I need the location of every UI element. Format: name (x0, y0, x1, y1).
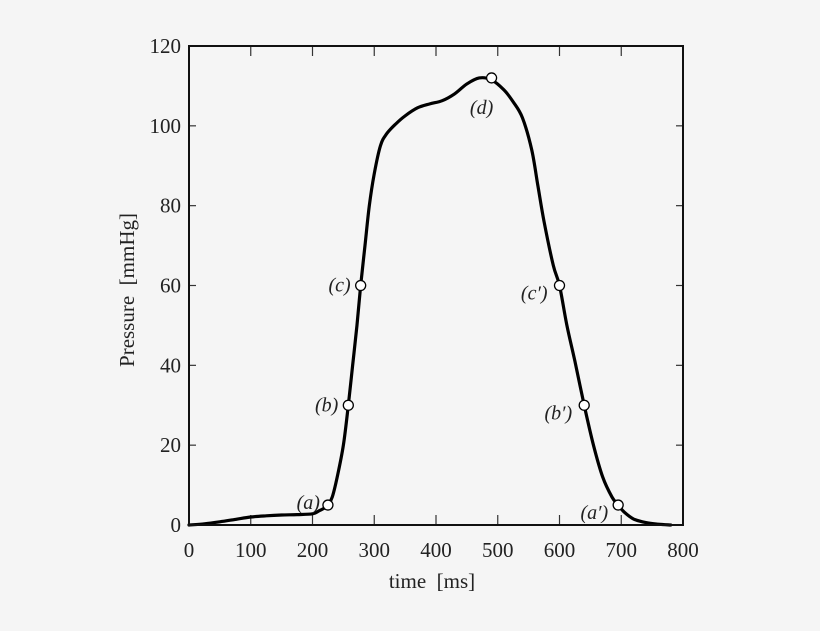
marker-circle (342, 399, 354, 411)
y-tick-label: 20 (160, 433, 181, 457)
y-tick-label: 0 (171, 513, 182, 537)
x-tick-label: 800 (667, 538, 699, 562)
marker-circle (322, 499, 334, 511)
x-tick-label: 600 (544, 538, 576, 562)
axis-tick-labels: 0 100 200 300 400 500 600 700 800 0 20 40 60 80 100 120 (150, 34, 699, 562)
axis-ticks (188, 45, 684, 526)
x-tick-label: 700 (606, 538, 638, 562)
marker-circle (578, 399, 590, 411)
marker-circle (612, 499, 624, 511)
y-tick-label: 40 (160, 353, 181, 377)
marker-label: (b) (315, 394, 339, 416)
marker-label: (c′) (521, 283, 548, 305)
x-tick-label: 400 (420, 538, 452, 562)
phase-markers: (a) (b) (c) (d) (c′) (b′) (a′) (297, 72, 624, 524)
marker-label: (a) (297, 492, 321, 514)
marker-circle (355, 279, 367, 292)
y-axis-label: Pressure [mmHg] (115, 213, 139, 367)
x-tick-label: 0 (184, 538, 195, 562)
x-tick-label: 200 (297, 538, 329, 562)
x-axis-label: time [ms] (389, 569, 475, 593)
y-tick-label: 100 (150, 114, 182, 138)
x-tick-label: 300 (359, 538, 391, 562)
y-tick-label: 60 (160, 274, 181, 298)
marker-circle (553, 279, 566, 292)
y-tick-label: 80 (160, 194, 181, 218)
marker-label: (a′) (580, 502, 608, 524)
marker-label: (b′) (544, 402, 572, 424)
plot-frame (188, 45, 684, 526)
pressure-curve (187, 76, 673, 527)
x-tick-label: 100 (235, 538, 267, 562)
marker-label: (c) (328, 275, 351, 297)
marker-label: (d) (470, 97, 494, 119)
marker-circle (485, 72, 498, 84)
x-tick-label: 500 (482, 538, 514, 562)
y-tick-label: 120 (150, 34, 182, 58)
